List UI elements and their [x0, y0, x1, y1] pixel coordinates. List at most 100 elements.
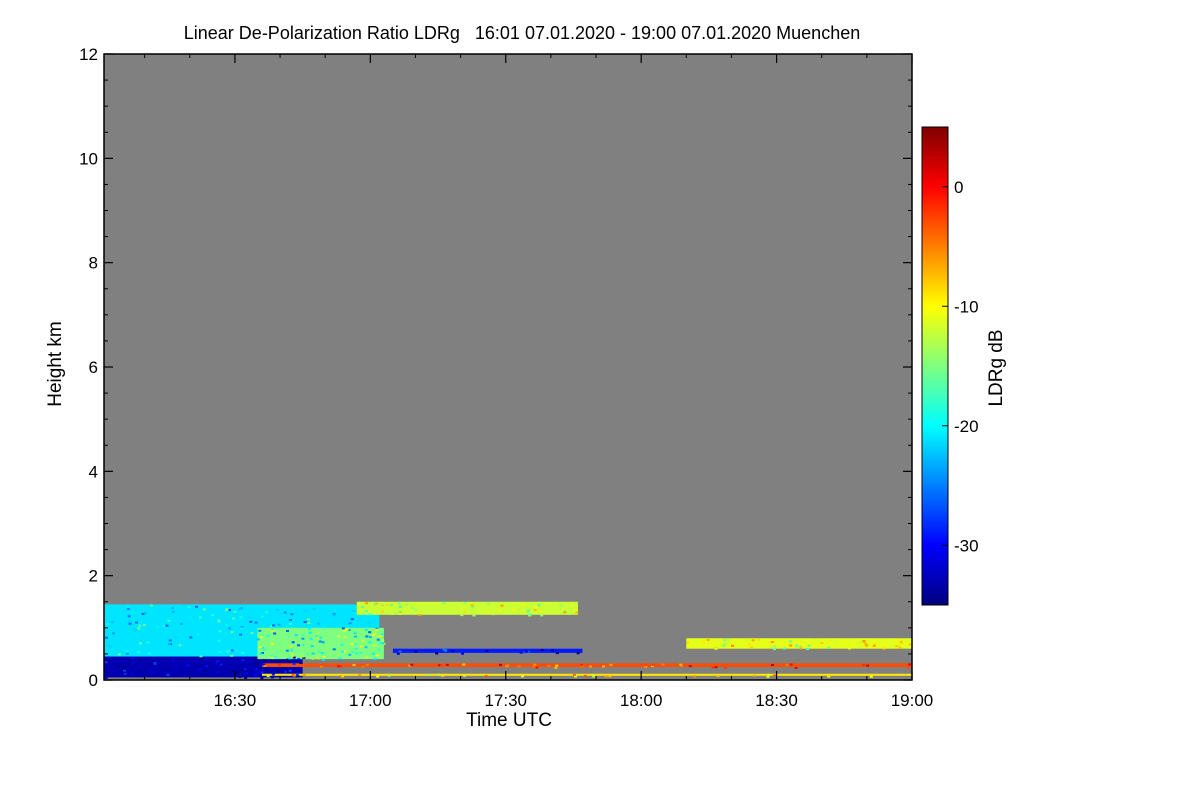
speckle	[240, 607, 244, 610]
speckle	[307, 618, 311, 621]
speckle	[266, 634, 270, 637]
speckle	[411, 607, 415, 610]
speckle	[692, 642, 696, 645]
speckle	[342, 629, 346, 632]
speckle	[260, 662, 264, 665]
speckle	[535, 666, 539, 669]
speckle	[232, 617, 236, 620]
speckle	[789, 644, 793, 647]
speckle	[282, 668, 286, 671]
speckle	[343, 650, 347, 653]
y-tick-label: 2	[89, 567, 98, 586]
speckle	[485, 649, 489, 652]
speckle	[390, 613, 394, 616]
speckle	[723, 639, 727, 642]
speckle	[127, 661, 131, 664]
speckle	[606, 664, 610, 667]
speckle	[410, 663, 414, 666]
speckle	[462, 611, 466, 614]
speckle	[782, 647, 786, 650]
speckle	[858, 641, 862, 644]
speckle	[104, 661, 108, 664]
speckle	[686, 641, 690, 644]
speckle	[152, 659, 156, 662]
speckle	[127, 663, 131, 666]
speckle	[517, 665, 521, 668]
speckle	[311, 652, 315, 655]
colorbar	[921, 126, 949, 606]
speckle	[186, 664, 190, 667]
speckle	[359, 651, 363, 654]
x-tick-label: 18:00	[620, 691, 663, 710]
speckle	[339, 665, 343, 668]
speckle	[259, 635, 263, 638]
speckle	[311, 657, 315, 660]
speckle	[301, 633, 305, 636]
speckle	[123, 669, 127, 672]
speckle	[308, 628, 312, 631]
speckle	[258, 646, 262, 649]
speckle	[173, 625, 177, 628]
speckle	[372, 644, 376, 647]
speckle	[125, 652, 129, 655]
speckle	[151, 671, 155, 674]
speckle	[414, 650, 418, 653]
y-tick-label: 0	[89, 671, 98, 690]
speckle	[427, 673, 431, 676]
speckle	[862, 640, 866, 643]
speckle	[798, 645, 802, 648]
speckle	[249, 620, 253, 623]
speckle	[766, 675, 770, 678]
speckle	[532, 665, 536, 668]
speckle	[183, 662, 187, 665]
speckle	[368, 636, 372, 639]
x-axis-ticks: 16:30 17:00 17:30 18:00 18:30 19:00	[144, 54, 933, 710]
speckle	[661, 663, 665, 666]
speckle	[576, 652, 580, 655]
speckle	[275, 608, 279, 611]
speckle	[361, 665, 365, 668]
speckle	[767, 673, 771, 676]
speckle	[609, 663, 613, 666]
speckle	[898, 646, 902, 649]
speckle	[303, 653, 307, 656]
speckle	[137, 651, 141, 654]
speckle	[807, 644, 811, 647]
speckle	[228, 609, 232, 612]
speckle	[270, 643, 274, 646]
speckle	[373, 657, 377, 660]
speckle	[386, 604, 390, 607]
speckle	[773, 674, 777, 677]
speckle	[233, 610, 237, 613]
speckle	[583, 674, 587, 677]
speckle	[377, 648, 381, 651]
speckle	[171, 627, 175, 630]
speckle	[574, 675, 578, 678]
speckle	[301, 644, 305, 647]
speckle	[253, 675, 257, 678]
speckle	[510, 602, 514, 605]
speckle	[146, 641, 150, 644]
speckle	[285, 649, 289, 652]
speckle	[305, 652, 309, 655]
speckle	[292, 656, 296, 659]
speckle	[368, 641, 372, 644]
speckle	[320, 652, 324, 655]
speckle	[174, 670, 178, 673]
speckle	[895, 638, 899, 641]
speckle	[799, 647, 803, 650]
speckle	[326, 655, 330, 658]
speckle	[365, 663, 369, 666]
speckle	[716, 674, 720, 677]
speckle	[215, 671, 219, 674]
speckle	[311, 655, 315, 658]
speckle	[368, 613, 372, 616]
speckle	[211, 613, 215, 616]
speckle	[785, 663, 789, 666]
speckle	[163, 624, 167, 627]
speckle	[651, 664, 655, 667]
speckle	[341, 675, 345, 678]
speckle	[376, 637, 380, 640]
speckle	[205, 658, 209, 661]
colorbar-tick-label: -20	[954, 417, 979, 436]
